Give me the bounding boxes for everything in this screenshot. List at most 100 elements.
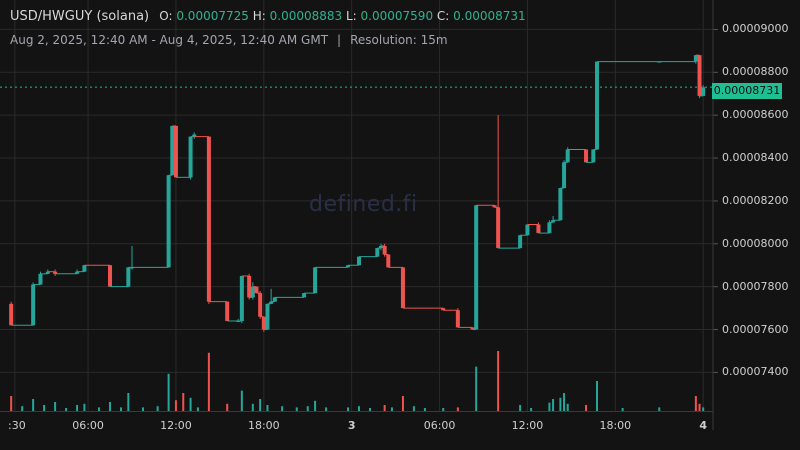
candle-body <box>9 303 14 326</box>
candle-body <box>536 224 541 234</box>
candle-body <box>565 149 570 163</box>
candle-body <box>584 149 589 163</box>
high-value: 0.00008883 <box>269 9 343 23</box>
volume-bar <box>390 407 393 411</box>
pair-name: USD/HWGUY (solana) <box>10 9 150 24</box>
candle-body <box>562 162 567 189</box>
candle-body <box>272 297 277 302</box>
volume-bar <box>196 407 199 411</box>
date-range: Aug 2, 2025, 12:40 AM - Aug 4, 2025, 12:… <box>10 33 329 47</box>
x-tick-label: 4 <box>699 419 707 432</box>
candle-body <box>166 175 171 268</box>
x-tick-label: 06:00 <box>423 419 456 432</box>
candle-body <box>192 134 197 137</box>
x-tick-label: 18:00 <box>599 419 632 432</box>
volume-bar <box>259 399 262 411</box>
candle-body <box>496 207 501 249</box>
x-tick-label: :30 <box>8 419 26 432</box>
volume-bar <box>621 408 624 411</box>
candle-body <box>302 293 307 298</box>
volume-bar <box>368 408 371 411</box>
volume-bar <box>325 407 328 411</box>
volume-bar <box>10 396 13 411</box>
candle-body <box>108 265 113 287</box>
candle-body <box>591 149 596 163</box>
volume-bar <box>559 397 562 411</box>
volume-bar <box>497 351 500 411</box>
x-tick-label: 18:00 <box>247 419 280 432</box>
volume-bar <box>383 405 386 411</box>
volume-bar <box>156 406 159 411</box>
candle-body <box>357 256 362 266</box>
chart-header: USD/HWGUY (solana) O: 0.00007725 H: 0.00… <box>10 9 526 24</box>
candle-body <box>697 55 702 96</box>
volume-bar <box>530 408 533 411</box>
candle-body <box>82 265 87 272</box>
volume-bar <box>120 407 123 411</box>
chart-subheader: Aug 2, 2025, 12:40 AM - Aug 4, 2025, 12:… <box>10 33 448 47</box>
volume-bar <box>314 400 317 411</box>
x-tick-label: 12:00 <box>160 419 192 432</box>
low-value: 0.00007590 <box>360 9 434 23</box>
candle-body <box>239 275 244 321</box>
volume-bar <box>189 397 192 411</box>
candle-body <box>313 267 318 294</box>
candle-body <box>474 205 479 330</box>
volume-bar <box>54 402 57 411</box>
volume-bar <box>266 405 269 411</box>
candle-body <box>269 301 274 304</box>
candle-body <box>170 125 175 176</box>
volume-bar <box>596 381 599 411</box>
candle-body <box>261 316 266 330</box>
volume-bar <box>182 393 185 411</box>
y-tick-label: 0.00008000 <box>722 236 789 250</box>
resolution-label: Resolution: 15m <box>350 33 448 47</box>
y-tick-label: 0.00008800 <box>722 65 789 79</box>
candle-body <box>173 125 178 178</box>
candle-body <box>75 271 80 274</box>
candle-body <box>701 87 706 96</box>
volume-bar <box>694 396 697 411</box>
volume-bar <box>32 399 35 411</box>
x-tick-label: 12:00 <box>511 419 544 432</box>
volume-bar <box>358 406 361 411</box>
candle-body <box>378 245 383 249</box>
candle-body <box>375 248 380 257</box>
volume-bar <box>167 373 170 411</box>
separator: | <box>337 33 342 47</box>
open-label: O: <box>159 9 173 23</box>
candle-body <box>254 286 259 294</box>
candle-body <box>595 61 600 150</box>
volume-bar <box>442 408 445 411</box>
x-tick-label: 3 <box>347 419 356 432</box>
candle-body <box>225 301 230 321</box>
candle-body <box>346 265 351 268</box>
low-label: L: <box>345 9 357 23</box>
volume-bar <box>141 407 144 411</box>
volume-bar <box>281 406 284 411</box>
y-tick-label: 0.00007600 <box>722 322 789 336</box>
candle-body <box>265 303 270 330</box>
close-value: 0.00008731 <box>453 9 526 23</box>
candle-body <box>38 273 43 285</box>
volume-bar <box>347 407 350 411</box>
candle-body <box>455 310 460 328</box>
candle-body <box>250 286 255 298</box>
volume-bar <box>43 405 46 411</box>
volume-bar <box>226 403 229 411</box>
candle-body <box>188 136 193 178</box>
y-tick-label: 0.00008600 <box>722 108 789 122</box>
candle-body <box>558 188 563 221</box>
volume-bar <box>456 407 459 411</box>
close-label: C: <box>436 9 450 23</box>
volume-bar <box>585 405 588 411</box>
y-tick-label: 0.00009000 <box>722 22 789 36</box>
volume-bar <box>702 407 705 411</box>
volume-bar <box>401 396 404 411</box>
candle-body <box>693 55 698 62</box>
candle-body <box>45 271 50 274</box>
candle-body <box>492 205 497 208</box>
y-tick-label: 0.00007400 <box>722 365 789 379</box>
volume-bar <box>83 403 86 411</box>
